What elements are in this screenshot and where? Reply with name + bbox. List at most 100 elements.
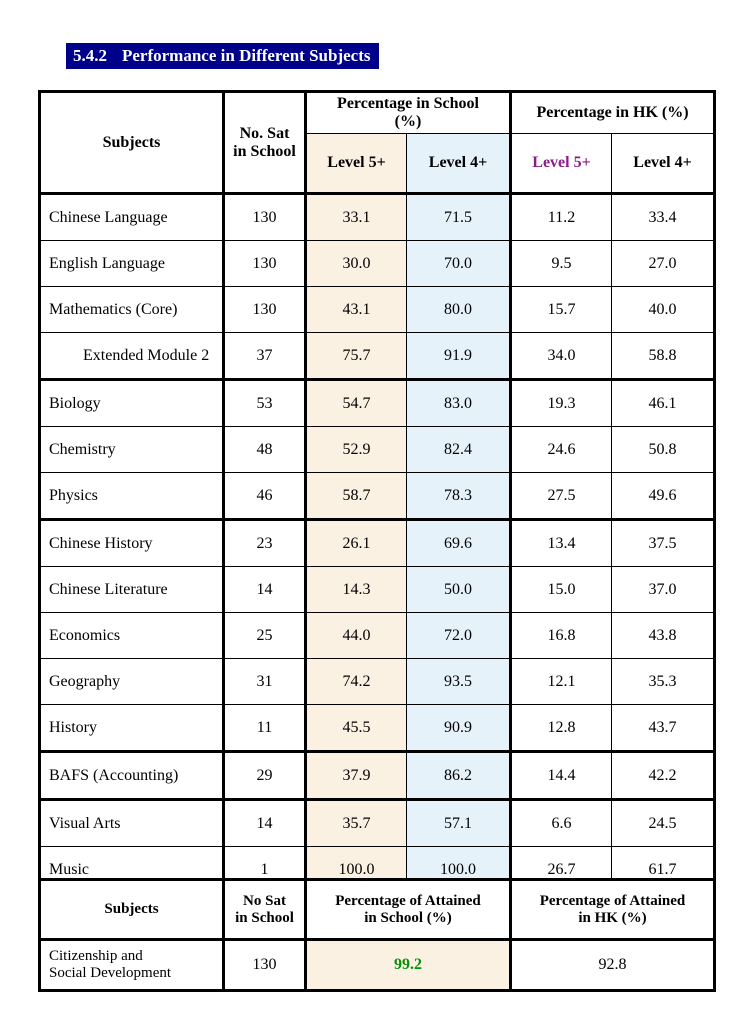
school-level4-cell: 90.9 bbox=[406, 704, 512, 753]
table-row-visual-arts: Visual Arts 14 35.7 57.1 6.6 24.5 bbox=[39, 799, 716, 847]
school-level5-cell: 30.0 bbox=[305, 240, 407, 287]
hk-level5-cell: 6.6 bbox=[510, 799, 612, 847]
table-row-physics: Physics 46 58.7 78.3 27.5 49.6 bbox=[39, 472, 716, 521]
hk-level4-cell: 49.6 bbox=[610, 472, 716, 521]
table-header-row-2: Level 5+ Level 4+ Level 5+ Level 4+ bbox=[40, 133, 716, 195]
hk-level4-cell: 50.8 bbox=[610, 426, 716, 473]
col-header-attained-school: Percentage of Attained in School (%) bbox=[304, 878, 512, 941]
hk-level4-cell: 43.8 bbox=[610, 612, 716, 659]
no-sat-cell: 23 bbox=[223, 519, 307, 567]
col-header-no-sat: No Sat in School bbox=[222, 878, 307, 941]
hk-level4-cell: 35.3 bbox=[610, 658, 716, 705]
no-sat-cell: 29 bbox=[223, 751, 307, 801]
col-header-hk-level5: Level 5+ bbox=[510, 133, 612, 195]
table-row-chinese-history: Chinese History 23 26.1 69.6 13.4 37.5 bbox=[39, 519, 716, 567]
hk-level4-cell: 40.0 bbox=[610, 286, 716, 333]
hk-level4-cell: 43.7 bbox=[610, 704, 716, 753]
school-level5-cell: 26.1 bbox=[305, 519, 407, 567]
table-row-english-language: English Language 130 30.0 70.0 9.5 27.0 bbox=[39, 240, 716, 287]
col-header-subjects: Subjects bbox=[38, 878, 225, 941]
subject-cell: Visual Arts bbox=[39, 799, 225, 847]
subject-cell: BAFS (Accounting) bbox=[39, 751, 225, 801]
school-level5-cell: 44.0 bbox=[305, 612, 407, 659]
table-row-chinese-literature: Chinese Literature 14 14.3 50.0 15.0 37.… bbox=[39, 566, 716, 613]
section-title: 5.4.2 Performance in Different Subjects bbox=[66, 43, 380, 70]
subject-cell: Mathematics (Core) bbox=[39, 286, 225, 333]
no-sat-cell: 11 bbox=[223, 704, 307, 753]
col-header-no-sat: No. Sat in School bbox=[223, 91, 307, 195]
table-row-mathematics-core: Mathematics (Core) 130 43.1 80.0 15.7 40… bbox=[39, 286, 716, 333]
school-level4-cell: 69.6 bbox=[406, 519, 512, 567]
hk-level5-cell: 16.8 bbox=[510, 612, 612, 659]
school-level4-cell: 72.0 bbox=[406, 612, 512, 659]
table-row-chinese-language: Chinese Language 130 33.1 71.5 11.2 33.4 bbox=[39, 193, 716, 241]
school-level4-cell: 82.4 bbox=[406, 426, 512, 473]
section-number: 5.4.2 bbox=[73, 46, 107, 65]
school-level5-cell: 35.7 bbox=[305, 799, 407, 847]
table-row-bafs-accounting: BAFS (Accounting) 29 37.9 86.2 14.4 42.2 bbox=[39, 751, 716, 801]
table-row-citizenship-social-development: Citizenship and Social Development 130 9… bbox=[38, 938, 716, 992]
school-level5-cell: 54.7 bbox=[305, 379, 407, 427]
no-sat-cell: 130 bbox=[222, 938, 307, 992]
no-sat-cell: 25 bbox=[223, 612, 307, 659]
table-row-geography: Geography 31 74.2 93.5 12.1 35.3 bbox=[39, 658, 716, 705]
col-header-attained-hk: Percentage of Attained in HK (%) bbox=[509, 878, 716, 941]
col-header-hk-level4: Level 4+ bbox=[610, 133, 716, 195]
citizenship-attainment-table: Subjects No Sat in School Percentage of … bbox=[38, 878, 716, 992]
school-level5-cell: 37.9 bbox=[305, 751, 407, 801]
hk-level4-cell: 27.0 bbox=[610, 240, 716, 287]
table-row-biology: Biology 53 54.7 83.0 19.3 46.1 bbox=[39, 379, 716, 427]
school-level4-cell: 78.3 bbox=[406, 472, 512, 521]
hk-level5-cell: 34.0 bbox=[510, 332, 612, 381]
hk-level5-cell: 19.3 bbox=[510, 379, 612, 427]
subject-cell: Extended Module 2 bbox=[39, 332, 225, 381]
hk-level4-cell: 46.1 bbox=[610, 379, 716, 427]
table2-header-row: Subjects No Sat in School Percentage of … bbox=[38, 878, 716, 941]
hk-level5-cell: 12.8 bbox=[510, 704, 612, 753]
table-row-economics: Economics 25 44.0 72.0 16.8 43.8 bbox=[39, 612, 716, 659]
school-level4-cell: 86.2 bbox=[406, 751, 512, 801]
attained-school-cell: 99.2 bbox=[304, 938, 512, 992]
hk-level5-cell: 15.0 bbox=[510, 566, 612, 613]
subject-cell: Chinese Language bbox=[39, 193, 225, 241]
hk-level5-cell: 9.5 bbox=[510, 240, 612, 287]
subject-cell: Chinese Literature bbox=[39, 566, 225, 613]
hk-level4-cell: 24.5 bbox=[610, 799, 716, 847]
subject-cell: History bbox=[39, 704, 225, 753]
hk-level4-cell: 37.0 bbox=[610, 566, 716, 613]
no-sat-cell: 130 bbox=[223, 193, 307, 241]
subject-cell: Economics bbox=[39, 612, 225, 659]
hk-level5-cell: 27.5 bbox=[510, 472, 612, 521]
school-level5-cell: 45.5 bbox=[305, 704, 407, 753]
attained-hk-cell: 92.8 bbox=[509, 938, 716, 992]
no-sat-cell: 31 bbox=[223, 658, 307, 705]
table-row-history: History 11 45.5 90.9 12.8 43.7 bbox=[39, 704, 716, 753]
hk-level5-cell: 11.2 bbox=[510, 193, 612, 241]
hk-level5-cell: 14.4 bbox=[510, 751, 612, 801]
school-level5-cell: 58.7 bbox=[305, 472, 407, 521]
school-level5-cell: 14.3 bbox=[305, 566, 407, 613]
hk-level5-cell: 13.4 bbox=[510, 519, 612, 567]
col-header-subjects: Subjects bbox=[39, 91, 225, 195]
hk-level4-cell: 33.4 bbox=[610, 193, 716, 241]
subject-cell: English Language bbox=[39, 240, 225, 287]
school-level4-cell: 71.5 bbox=[406, 193, 512, 241]
school-level5-cell: 74.2 bbox=[305, 658, 407, 705]
section-title-text: Performance in Different Subjects bbox=[122, 46, 371, 65]
no-sat-cell: 46 bbox=[223, 472, 307, 521]
subject-cell: Physics bbox=[39, 472, 225, 521]
school-level4-cell: 80.0 bbox=[406, 286, 512, 333]
school-level4-cell: 83.0 bbox=[406, 379, 512, 427]
school-level4-cell: 57.1 bbox=[406, 799, 512, 847]
col-group-percentage-hk: Percentage in HK (%) bbox=[509, 91, 716, 134]
no-sat-cell: 48 bbox=[223, 426, 307, 473]
col-header-school-level5: Level 5+ bbox=[305, 133, 407, 195]
subject-cell: Geography bbox=[39, 658, 225, 705]
subject-cell: Biology bbox=[39, 379, 225, 427]
school-level5-cell: 75.7 bbox=[305, 332, 407, 381]
hk-level5-cell: 15.7 bbox=[510, 286, 612, 333]
no-sat-cell: 14 bbox=[223, 799, 307, 847]
hk-level5-cell: 24.6 bbox=[510, 426, 612, 473]
subject-cell: Citizenship and Social Development bbox=[38, 938, 225, 992]
